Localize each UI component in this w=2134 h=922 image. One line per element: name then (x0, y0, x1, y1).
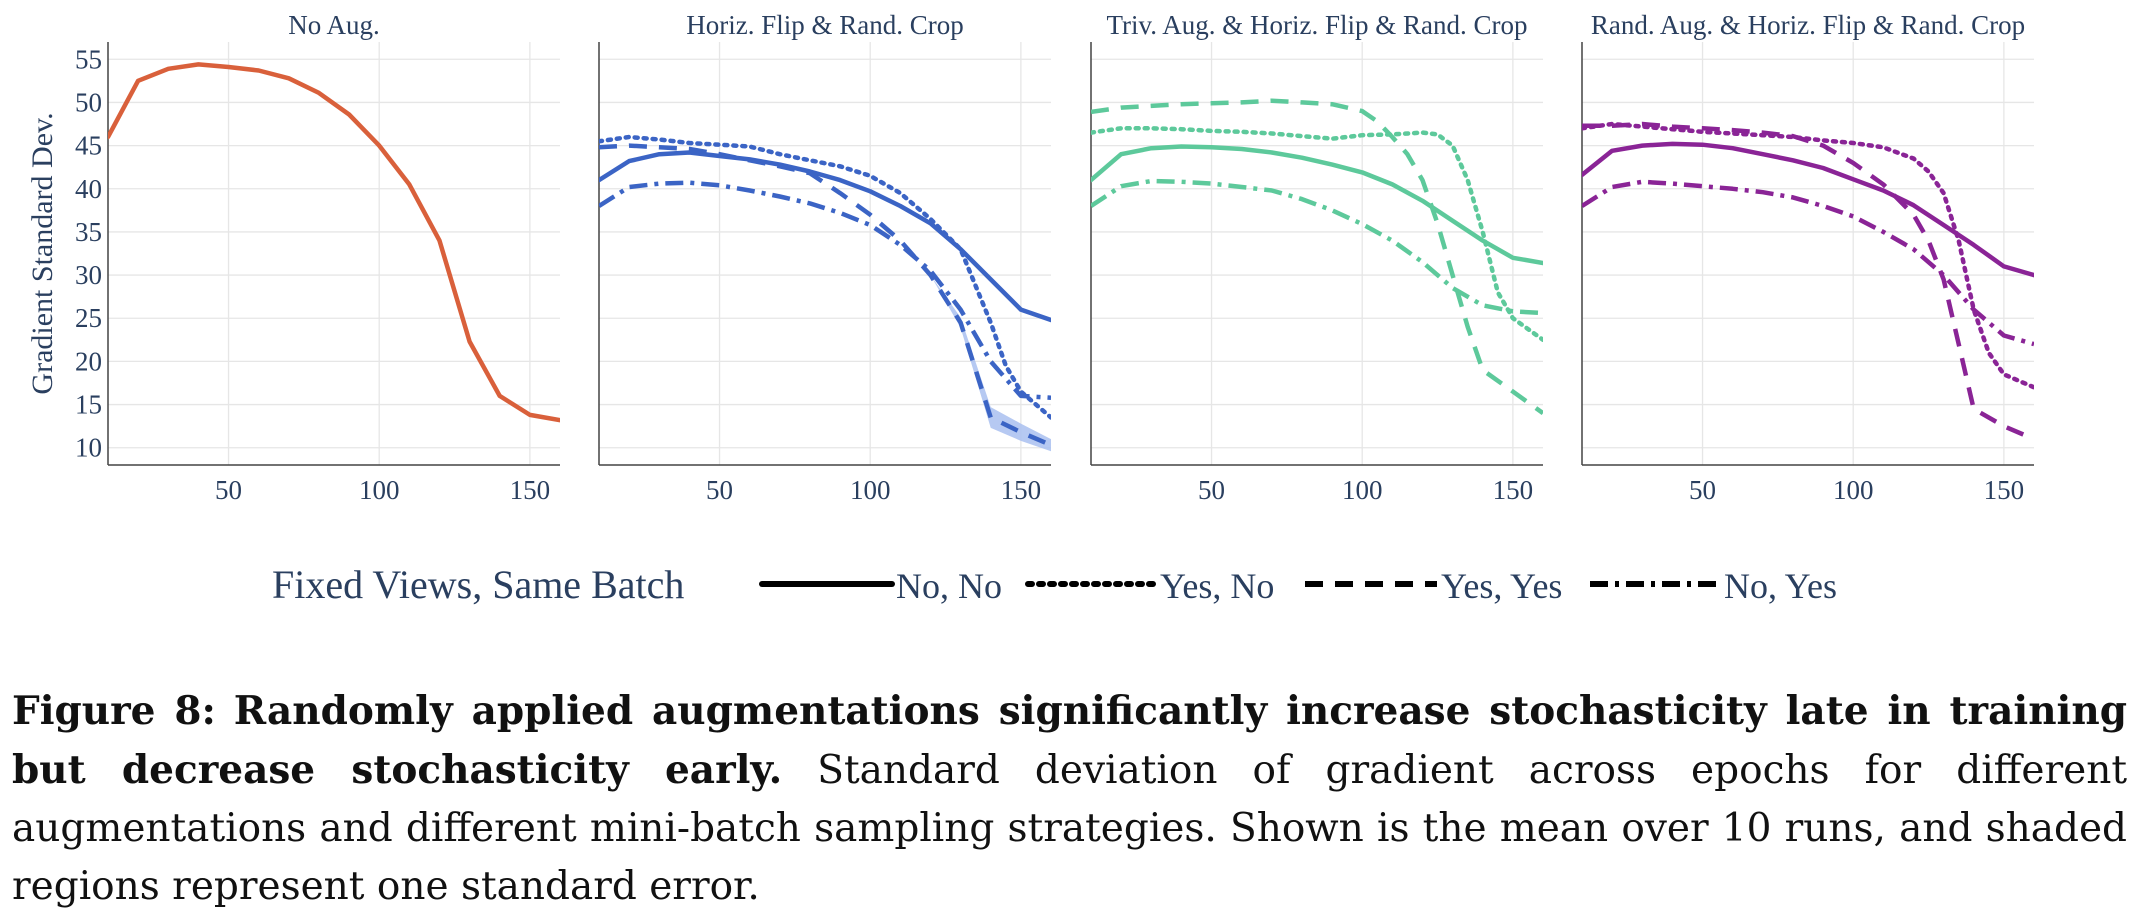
panel-title: Rand. Aug. & Horiz. Flip & Rand. Crop (1591, 10, 2025, 40)
series-line-no-no (599, 150, 1051, 323)
panel-title: Triv. Aug. & Horiz. Flip & Rand. Crop (1106, 10, 1527, 40)
x-tick-label: 50 (1689, 475, 1716, 505)
x-tick-label: 50 (706, 475, 733, 505)
y-tick-label: 35 (75, 217, 102, 247)
y-tick-label: 20 (75, 346, 102, 376)
x-tick-label: 150 (510, 475, 551, 505)
legend-entries: No, No Yes, No Yes, Yes No, Yes (759, 566, 1837, 606)
panel-title: Horiz. Flip & Rand. Crop (686, 10, 964, 40)
plot-area (1091, 98, 1543, 416)
y-tick-label: 40 (75, 174, 102, 204)
y-tick-label: 15 (75, 390, 102, 420)
caption-bold-text: Randomly applied augmentations significa… (12, 688, 2127, 793)
caption-text: Standard deviation of gradient across ep… (12, 748, 2127, 909)
series-line-no-no (1091, 144, 1543, 266)
legend-label: No, Yes (1724, 566, 1837, 606)
x-tick-label: 150 (1001, 475, 1042, 505)
x-tick-label: 100 (1342, 475, 1383, 505)
plot-area (1582, 121, 2034, 442)
y-tick-label: 55 (75, 44, 102, 74)
series-line-yes-no (599, 134, 1051, 420)
series-line-yes-no (1582, 121, 2034, 390)
legend-label: Yes, Yes (1441, 566, 1562, 606)
chart-panels: No Aug. 50 100 150 10 15 20 25 30 35 40 45 50 55 Gradi… (26, 10, 2034, 505)
x-tick-label: 150 (1984, 475, 2025, 505)
plot-area (108, 62, 560, 423)
figure-caption: Figure 8: Randomly applied augmentations… (12, 682, 2127, 916)
series-line-no-no (1582, 141, 2034, 278)
series-line-no-yes (599, 180, 1051, 400)
legend-title: Fixed Views, Same Batch (272, 562, 684, 607)
x-tick-label: 100 (359, 475, 400, 505)
series-line-yes-no (1091, 126, 1543, 343)
y-tick-label: 50 (75, 87, 102, 117)
x-tick-label: 150 (1493, 475, 1534, 505)
panel-2: Horiz. Flip & Rand. Crop 50 100 150 (598, 10, 1051, 505)
caption-label: Figure 8: (12, 688, 216, 734)
y-tick-label: 25 (75, 303, 102, 333)
series-line-no-yes (1582, 179, 2034, 347)
legend: Fixed Views, Same Batch No, No Yes, No Yes… (272, 562, 1837, 607)
series-line-yes-yes (1091, 98, 1543, 416)
panel-3: Triv. Aug. & Horiz. Flip & Rand. Crop 50 1… (1090, 10, 1543, 505)
series-line-no-no (108, 62, 560, 423)
panel-4: Rand. Aug. & Horiz. Flip & Rand. Crop 50 1… (1581, 10, 2034, 505)
panel-1: No Aug. 50 100 150 10 15 20 25 30 35 40 45 50 55 Gradi… (26, 10, 560, 505)
x-tick-label: 100 (850, 475, 891, 505)
series-line-yes-yes (599, 143, 1051, 448)
x-tick-label: 50 (1198, 475, 1225, 505)
y-tick-label: 45 (75, 131, 102, 161)
plot-area (599, 134, 1051, 452)
x-tick-label: 100 (1833, 475, 1874, 505)
legend-label: No, No (896, 566, 1002, 606)
error-band (599, 145, 1051, 452)
x-tick-label: 50 (215, 475, 242, 505)
series-line-no-yes (1091, 178, 1543, 316)
panel-title: No Aug. (288, 10, 380, 40)
legend-label: Yes, No (1160, 566, 1274, 606)
y-tick-label: 30 (75, 260, 102, 290)
y-axis-label: Gradient Standard Dev. (26, 112, 59, 394)
y-tick-label: 10 (75, 433, 102, 463)
